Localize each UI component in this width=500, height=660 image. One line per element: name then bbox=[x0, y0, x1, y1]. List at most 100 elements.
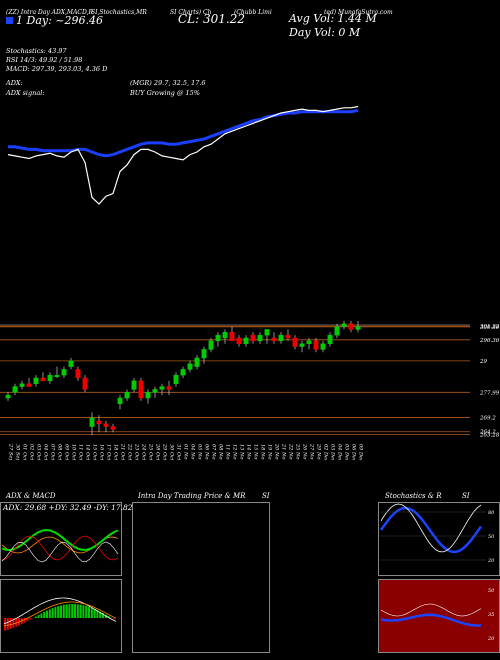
candle-body bbox=[180, 369, 186, 376]
date-tick-label: 18 Nov bbox=[260, 444, 266, 460]
date-tick-label: 09 Dec bbox=[358, 444, 364, 460]
date-tick-label: 14 Nov bbox=[246, 444, 252, 460]
macd-histogram-bar bbox=[9, 618, 12, 629]
candle-body bbox=[187, 363, 193, 370]
macd-histogram-bar bbox=[107, 616, 110, 618]
minus-di-line bbox=[1, 535, 119, 561]
macd-histogram-bar bbox=[48, 609, 51, 618]
macd-histogram-bar bbox=[54, 607, 57, 618]
macd-histogram-bar bbox=[68, 604, 71, 618]
intraday-panel bbox=[132, 502, 270, 653]
date-tick-label: 29 Nov bbox=[316, 443, 322, 460]
candle-body bbox=[271, 337, 277, 342]
stoch-panel-title-right: SI bbox=[462, 492, 470, 500]
macd-histogram-bar bbox=[99, 611, 102, 618]
stoch-d-line bbox=[379, 506, 483, 554]
candle-body bbox=[19, 383, 25, 387]
price-level-label: 263.28 bbox=[479, 432, 500, 438]
macd-histogram-bar bbox=[4, 618, 6, 631]
candle-body bbox=[299, 343, 305, 347]
date-tick-label: 07 Oct bbox=[50, 444, 56, 460]
stoch-tick-label: 20 bbox=[487, 558, 495, 564]
macd-histogram-bar bbox=[76, 604, 79, 618]
date-tick-label: 21 Nov bbox=[281, 443, 287, 460]
macd-histogram-bar bbox=[6, 618, 9, 630]
date-tick-label: 14 Oct bbox=[85, 444, 91, 460]
candle-body bbox=[138, 380, 144, 399]
date-tick-label: 23 Oct bbox=[134, 443, 140, 460]
date-tick-label: 04 Nov bbox=[190, 444, 196, 460]
avg-volume: Avg Vol: 1.44 M bbox=[289, 12, 377, 25]
header-source-mid: SI,Stochastics,MR bbox=[91, 9, 147, 16]
stochastics-readout: Stochastics: 43.97 bbox=[6, 47, 67, 55]
macd-histogram-bar bbox=[40, 613, 43, 618]
date-tick-label: 26 Nov bbox=[302, 443, 308, 460]
stoch-panel-title: Stochastics & R bbox=[385, 492, 442, 500]
candle-body bbox=[89, 417, 95, 427]
price-level-label: 296.36 bbox=[479, 338, 500, 344]
moving-average-line bbox=[8, 108, 359, 158]
price-level-label: 269.2 bbox=[479, 415, 496, 421]
candle-body bbox=[96, 420, 102, 424]
candle-body bbox=[334, 326, 340, 336]
price-level-label: 264.2 bbox=[479, 430, 496, 436]
candle-body bbox=[313, 340, 319, 350]
candle-body bbox=[292, 337, 298, 347]
price-level-label: 301.22 bbox=[480, 324, 500, 330]
date-tick-label: 16 Oct bbox=[99, 444, 105, 460]
date-tick-label: 22 Nov bbox=[288, 443, 294, 460]
macd-histogram-bar bbox=[88, 606, 90, 618]
date-tick-label: 03 Dec bbox=[330, 444, 336, 460]
macd-histogram-bar bbox=[85, 605, 88, 618]
date-tick-label: 01 Oct bbox=[22, 444, 28, 460]
date-tick-label: 05 Dec bbox=[344, 444, 350, 460]
date-tick-label: 18 Oct bbox=[113, 444, 119, 460]
date-tick-label: 28 Oct bbox=[155, 443, 161, 460]
rsi-line bbox=[380, 613, 482, 627]
price-level-label: 277.99 bbox=[479, 390, 500, 396]
candle-body bbox=[208, 340, 214, 350]
candle-body bbox=[257, 334, 263, 342]
macd-histogram-bar bbox=[57, 606, 60, 618]
date-tick-label: 07 Nov bbox=[211, 444, 217, 460]
macd-histogram-bar bbox=[26, 618, 29, 622]
date-tick-label: 30 Sep bbox=[15, 444, 21, 460]
date-tick-label: 11 Nov bbox=[225, 444, 231, 460]
candle-body bbox=[215, 334, 221, 342]
candle-body bbox=[327, 334, 333, 344]
candle-body bbox=[33, 377, 39, 384]
date-tick-label: 15 Nov bbox=[253, 444, 259, 460]
date-tick-label: 05 Nov bbox=[197, 444, 203, 460]
price-level-label: 29 bbox=[479, 359, 487, 365]
macd-histogram-bar bbox=[15, 618, 18, 627]
date-tick-label: 15 Oct bbox=[92, 444, 98, 460]
candle-body bbox=[278, 334, 284, 342]
date-tick-label: 25 Oct bbox=[148, 443, 154, 460]
macd-histogram-bar bbox=[29, 618, 32, 620]
macd-histogram-bar bbox=[102, 613, 104, 618]
date-tick-label: 30 Oct bbox=[169, 444, 175, 460]
date-tick-label: 11 Oct bbox=[78, 444, 84, 460]
macd-histogram-bar bbox=[62, 604, 65, 618]
rsi-readout: RSI 14/3: 49.92 / 51.98 bbox=[6, 56, 83, 64]
macd-line bbox=[3, 597, 117, 625]
macd-histogram-bar bbox=[65, 604, 68, 618]
header-source-far: ted) MunafaSutra.com bbox=[324, 9, 393, 16]
rsi-white-line bbox=[380, 603, 482, 617]
date-tick-label: 10 Oct bbox=[71, 444, 77, 460]
candle-body bbox=[236, 337, 242, 344]
candle-body bbox=[355, 326, 361, 330]
macd-histogram-bar bbox=[60, 605, 62, 618]
stoch-tick-label: 80 bbox=[488, 510, 495, 516]
close-price: CL: 301.22 bbox=[178, 12, 245, 26]
candle-body bbox=[348, 323, 354, 330]
macd-histogram-bar bbox=[79, 604, 82, 618]
candle-body bbox=[12, 386, 18, 393]
adx-panel-readout: ADX: 29.68 +DY: 32.49 -DY: 17.82 bbox=[3, 503, 133, 512]
candle-body bbox=[194, 357, 200, 367]
candle-body bbox=[75, 369, 81, 379]
macd-histogram-bar bbox=[46, 610, 48, 618]
date-tick-label: 12 Nov bbox=[232, 444, 238, 460]
date-tick-label: 25 Nov bbox=[295, 443, 301, 460]
